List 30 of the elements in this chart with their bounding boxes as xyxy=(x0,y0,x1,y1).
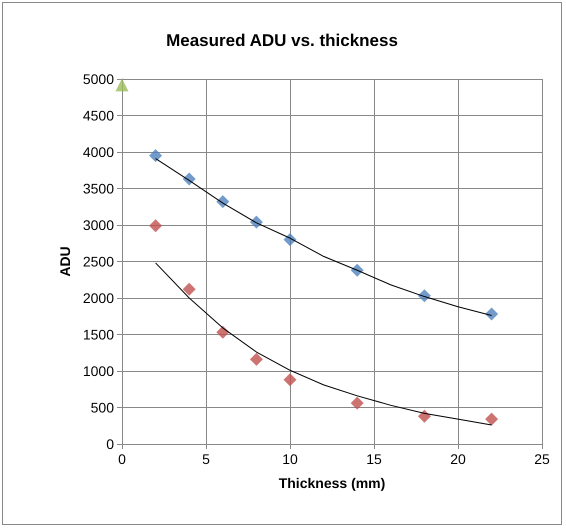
y-tick-label: 5000 xyxy=(82,71,114,87)
point xyxy=(182,282,196,296)
point xyxy=(149,149,162,162)
y-tick-label: 4500 xyxy=(82,108,114,124)
x-axis-title: Thickness (mm) xyxy=(278,475,386,491)
x-tick-label: 25 xyxy=(534,451,550,467)
point xyxy=(418,410,431,423)
chart-title: Measured ADU vs. thickness xyxy=(166,31,398,50)
point xyxy=(149,219,162,232)
x-tick-label: 15 xyxy=(366,451,382,467)
point xyxy=(350,396,364,410)
y-tick-label: 3500 xyxy=(82,180,114,196)
y-tick-label: 4000 xyxy=(82,144,114,160)
point xyxy=(485,308,498,321)
y-tick-label: 1500 xyxy=(82,326,114,342)
x-tick-label: 20 xyxy=(450,451,466,467)
x-tick-label: 0 xyxy=(118,451,126,467)
point xyxy=(116,78,128,92)
point xyxy=(284,373,296,386)
point xyxy=(250,352,263,366)
y-tick-label: 0 xyxy=(106,436,114,452)
y-tick-label: 2000 xyxy=(82,290,114,306)
y-tick-label: 3000 xyxy=(82,217,114,233)
y-tick-label: 500 xyxy=(90,400,114,416)
point xyxy=(485,412,498,426)
y-axis-title: ADU xyxy=(56,246,73,277)
x-tick-label: 10 xyxy=(282,451,298,467)
y-tick-label: 1000 xyxy=(82,363,114,379)
x-tick-label: 5 xyxy=(202,451,210,467)
y-tick-label: 2500 xyxy=(82,254,114,270)
